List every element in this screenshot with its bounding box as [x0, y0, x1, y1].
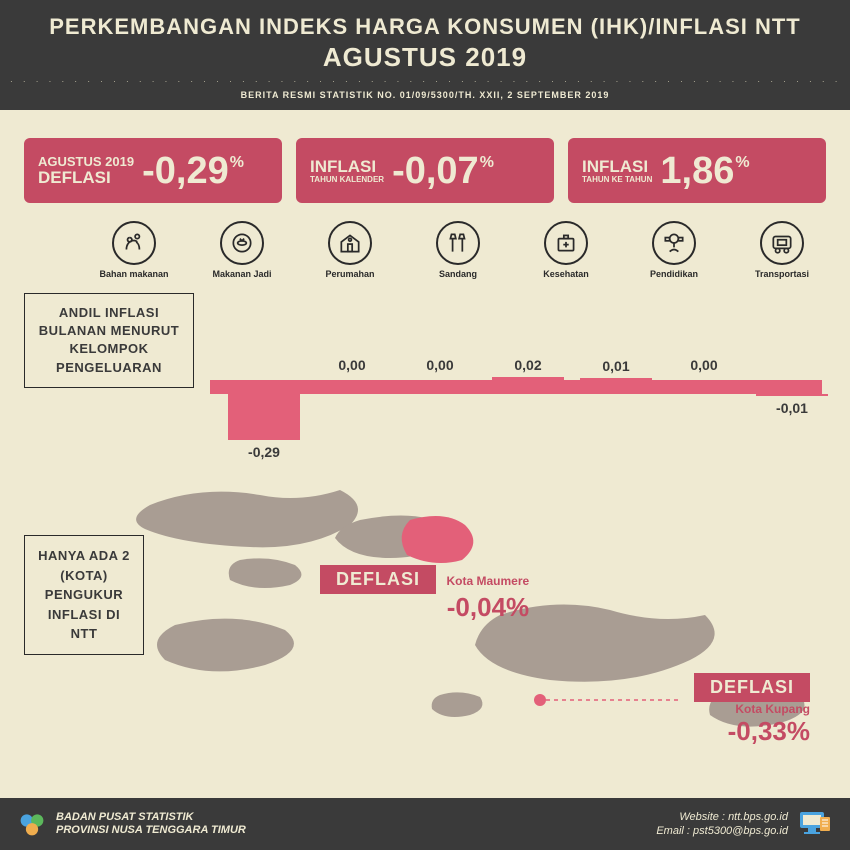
- category-caption: Bahan makanan: [99, 269, 168, 279]
- category-caption: Perumahan: [325, 269, 374, 279]
- city-label-maumere: DEFLASI Kota Maumere -0,04%: [320, 565, 529, 623]
- chart-bar-label: -0,01: [756, 400, 828, 416]
- map-highlight-maumere: [402, 516, 474, 563]
- category-icon-col: Makanan Jadi: [202, 221, 282, 279]
- stat-inflasi-tahun: INFLASI TAHUN KE TAHUN 1,86%: [568, 138, 826, 203]
- percent-sign: %: [480, 154, 494, 172]
- chart-bar: [580, 378, 652, 380]
- stat-label-sub: TAHUN KE TAHUN: [582, 176, 652, 185]
- title-line-2: AGUSTUS 2019: [10, 42, 840, 73]
- category-icon-col: Kesehatan: [526, 221, 606, 279]
- stat-inflasi-kalender: INFLASI TAHUN KALENDER -0,07%: [296, 138, 554, 203]
- computer-icon: [798, 809, 832, 839]
- chart-bar-label: 0,00: [316, 357, 388, 373]
- footer-org-2: PROVINSI NUSA TENGGARA TIMUR: [56, 824, 246, 837]
- stat-label-top: INFLASI: [310, 157, 376, 176]
- title-line-1: PERKEMBANGAN INDEKS HARGA KONSUMEN (IHK)…: [10, 14, 840, 40]
- chart-sidebar-label: ANDIL INFLASI BULANAN MENURUT KELOMPOK P…: [24, 293, 194, 388]
- category-icon-col: Pendidikan: [634, 221, 714, 279]
- category-icon-col: Bahan makanan: [94, 221, 174, 279]
- stat-value: -0,29: [142, 150, 229, 193]
- stat-label-bot: DEFLASI: [38, 168, 111, 187]
- map-sidebar-label: HANYA ADA 2 (KOTA) PENGUKUR INFLASI DI N…: [24, 535, 144, 655]
- chart-baseline: [210, 380, 822, 394]
- footer-email: pst5300@bps.go.id: [693, 825, 788, 837]
- prepared-food-icon: [220, 221, 264, 265]
- stat-label-top: AGUSTUS 2019: [38, 154, 134, 169]
- footer-website-label: Website :: [679, 811, 725, 823]
- transport-icon: [760, 221, 804, 265]
- chart-bar: [228, 394, 300, 440]
- footer-website: ntt.bps.go.id: [728, 811, 788, 823]
- footer-email-label: Email :: [656, 825, 690, 837]
- chart-bar-label: 0,02: [492, 357, 564, 373]
- category-caption: Pendidikan: [650, 269, 698, 279]
- divider-dots: · · · · · · · · · · · · · · · · · · · · …: [10, 77, 840, 86]
- category-caption: Makanan Jadi: [212, 269, 271, 279]
- chart-area: ANDIL INFLASI BULANAN MENURUT KELOMPOK P…: [0, 285, 850, 475]
- category-icons-row: Bahan makanan Makanan Jadi Perumahan Sandan…: [0, 213, 850, 281]
- footer-org-1: BADAN PUSAT STATISTIK: [56, 811, 246, 824]
- chart-bar-label: 0,00: [668, 357, 740, 373]
- category-caption: Kesehatan: [543, 269, 589, 279]
- chart-bar-label: 0,00: [404, 357, 476, 373]
- category-caption: Transportasi: [755, 269, 809, 279]
- header: PERKEMBANGAN INDEKS HARGA KONSUMEN (IHK)…: [0, 0, 850, 110]
- city-value: -0,33%: [694, 716, 810, 747]
- food-icon: [112, 221, 156, 265]
- city-value: -0,04%: [420, 592, 529, 623]
- education-icon: [652, 221, 696, 265]
- chart-bar: [492, 377, 564, 380]
- health-icon: [544, 221, 588, 265]
- footer: BADAN PUSAT STATISTIK PROVINSI NUSA TENG…: [0, 798, 850, 850]
- map-area: HANYA ADA 2 (KOTA) PENGUKUR INFLASI DI N…: [0, 475, 850, 795]
- chart-bar: [756, 394, 828, 396]
- city-name: Kota Kupang: [694, 702, 810, 716]
- category-icon-col: Sandang: [418, 221, 498, 279]
- clothing-icon: [436, 221, 480, 265]
- stat-label-top: INFLASI: [582, 157, 648, 176]
- bps-logo-icon: [18, 810, 46, 838]
- chart-bar-label: -0,29: [228, 444, 300, 460]
- city-name: Kota Maumere: [446, 574, 529, 588]
- stat-value: 1,86: [660, 150, 734, 193]
- city-label-kupang: DEFLASI Kota Kupang -0,33%: [694, 673, 810, 747]
- percent-sign: %: [230, 154, 244, 172]
- stats-row: AGUSTUS 2019 DEFLASI -0,29% INFLASI TAHU…: [0, 110, 850, 213]
- stat-label-sub: TAHUN KALENDER: [310, 176, 384, 185]
- stat-deflasi: AGUSTUS 2019 DEFLASI -0,29%: [24, 138, 282, 203]
- percent-sign: %: [735, 154, 749, 172]
- city-tag: DEFLASI: [694, 673, 810, 702]
- stat-value: -0,07: [392, 150, 479, 193]
- city-tag: DEFLASI: [320, 565, 436, 594]
- map-marker-kupang: [534, 694, 546, 706]
- category-caption: Sandang: [439, 269, 477, 279]
- subtitle: BERITA RESMI STATISTIK NO. 01/09/5300/TH…: [10, 90, 840, 100]
- category-icon-col: Transportasi: [742, 221, 822, 279]
- category-icon-col: Perumahan: [310, 221, 390, 279]
- chart-bar-label: 0,01: [580, 358, 652, 374]
- housing-icon: [328, 221, 372, 265]
